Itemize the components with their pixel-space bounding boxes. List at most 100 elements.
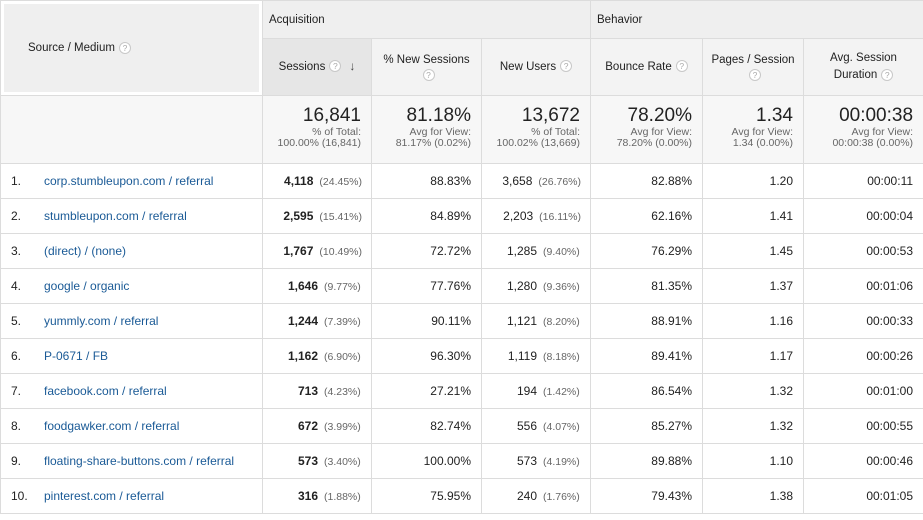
row-index: 1. (11, 174, 22, 188)
avg-duration-cell: 00:00:11 (802, 163, 923, 199)
pages-session-cell: 1.37 (702, 268, 804, 304)
pct-new-sessions-cell: 27.21% (371, 373, 482, 409)
avg-duration-cell: 00:00:26 (802, 338, 923, 374)
sessions-percent: (1.88%) (324, 491, 361, 503)
row-index: 4. (11, 279, 22, 293)
total-pct-new-caption: Avg for View: (409, 126, 471, 138)
bounce-rate-cell: 81.35% (590, 268, 703, 304)
avg-duration-cell: 00:01:05 (802, 478, 923, 514)
sessions-cell: 4,118 (24.45%) (262, 163, 372, 199)
pct-new-sessions-cell: 90.11% (371, 303, 482, 339)
new-users-cell: 556 (4.07%) (481, 408, 591, 444)
sessions-value: 713 (297, 384, 318, 398)
total-new-users-cell: 13,672 % of Total: 100.02% (13,669) (481, 95, 591, 164)
bounce-rate-cell: 76.29% (590, 233, 703, 269)
total-sessions-caption: % of Total: (312, 126, 361, 138)
help-icon[interactable]: ? (560, 60, 573, 73)
pct-new-sessions-cell: 100.00% (371, 443, 482, 479)
data-rows: 1. corp.stumbleupon.com / referral 4,118 (2… (0, 163, 923, 514)
pct-new-sessions-cell: 88.83% (371, 163, 482, 199)
source-medium-link[interactable]: yummly.com / referral (44, 314, 159, 328)
sessions-cell: 713 (4.23%) (262, 373, 372, 409)
total-pages-session-cell: 1.34 Avg for View: 1.34 (0.00%) (702, 95, 804, 164)
total-sessions-detail: 100.00% (16,841) (277, 137, 361, 149)
new-users-cell: 573 (4.19%) (481, 443, 591, 479)
table-row: 7. facebook.com / referral 713 (4.23%) 27.21… (0, 373, 923, 409)
source-medium-link[interactable]: google / organic (44, 279, 130, 293)
help-icon[interactable]: ? (422, 69, 435, 82)
sessions-cell: 316 (1.88%) (262, 478, 372, 514)
pages-session-column-header[interactable]: Pages / Session? (702, 38, 804, 96)
table-row: 1. corp.stumbleupon.com / referral 4,118 (2… (0, 163, 923, 199)
new-users-value: 1,285 (506, 244, 537, 258)
total-pct-new-cell: 81.18% Avg for View: 81.17% (0.02%) (371, 95, 482, 164)
sessions-percent: (10.49%) (319, 246, 362, 258)
source-medium-header[interactable]: Source / Medium? (0, 0, 263, 96)
avg-duration-cell: 00:00:55 (802, 408, 923, 444)
sessions-value: 4,118 (284, 174, 314, 188)
sessions-cell: 1,767 (10.49%) (262, 233, 372, 269)
help-icon[interactable]: ? (329, 60, 342, 73)
sessions-percent: (15.41%) (319, 211, 362, 223)
sessions-value: 573 (297, 454, 318, 468)
pages-session-cell: 1.20 (702, 163, 804, 199)
sort-descending-icon[interactable]: ↓ (349, 59, 356, 74)
pages-session-cell: 1.32 (702, 373, 804, 409)
source-medium-link[interactable]: floating-share-buttons.com / referral (44, 454, 235, 468)
pct-new-sessions-column-header[interactable]: % New Sessions? (371, 38, 482, 96)
source-medium-link[interactable]: pinterest.com / referral (44, 489, 165, 503)
avg-session-duration-column-header[interactable]: Avg. Session Duration? (802, 38, 923, 96)
new-users-percent: (8.20%) (543, 316, 580, 328)
total-pages-session-detail: 1.34 (0.00%) (732, 137, 793, 149)
help-icon[interactable]: ? (675, 60, 688, 73)
bounce-rate-cell: 88.91% (590, 303, 703, 339)
source-medium-link[interactable]: foodgawker.com / referral (44, 419, 180, 433)
new-users-cell: 1,280 (9.36%) (481, 268, 591, 304)
new-users-value: 1,119 (507, 349, 537, 363)
pages-session-header-label: Pages / Session (711, 54, 795, 67)
sessions-cell: 1,244 (7.39%) (262, 303, 372, 339)
bounce-rate-column-header[interactable]: Bounce Rate? (590, 38, 703, 96)
source-cell: 2. stumbleupon.com / referral (0, 198, 263, 234)
table-row: 5. yummly.com / referral 1,244 (7.39%) 90.11… (0, 303, 923, 339)
row-index: 7. (11, 384, 22, 398)
bounce-rate-cell: 89.41% (590, 338, 703, 374)
source-cell: 3. (direct) / (none) (0, 233, 263, 269)
source-cell: 6. P-0671 / FB (0, 338, 263, 374)
help-icon[interactable]: ? (118, 41, 131, 54)
bounce-rate-cell: 85.27% (590, 408, 703, 444)
row-index: 10. (11, 489, 28, 503)
avg-duration-cell: 00:00:46 (802, 443, 923, 479)
sessions-column-header[interactable]: Sessions? ↓ (262, 38, 372, 96)
new-users-column-header[interactable]: New Users? (481, 38, 591, 96)
pct-new-sessions-header-label: % New Sessions (383, 54, 470, 67)
new-users-cell: 1,121 (8.20%) (481, 303, 591, 339)
avg-duration-cell: 00:01:00 (802, 373, 923, 409)
new-users-cell: 1,285 (9.40%) (481, 233, 591, 269)
total-avg-duration-value: 00:00:38 (839, 105, 914, 126)
sessions-header-label: Sessions (278, 60, 326, 73)
sessions-percent: (3.99%) (324, 421, 361, 433)
pct-new-sessions-cell: 72.72% (371, 233, 482, 269)
sessions-cell: 672 (3.99%) (262, 408, 372, 444)
bounce-rate-cell: 82.88% (590, 163, 703, 199)
new-users-cell: 3,658 (26.76%) (481, 163, 591, 199)
source-medium-link[interactable]: (direct) / (none) (44, 244, 127, 258)
help-icon[interactable]: ? (749, 69, 761, 82)
source-cell: 9. floating-share-buttons.com / referral (0, 443, 263, 479)
total-bounce-rate-cell: 78.20% Avg for View: 78.20% (0.00%) (590, 95, 703, 164)
new-users-percent: (9.36%) (543, 281, 580, 293)
row-index: 8. (11, 419, 22, 433)
source-medium-link[interactable]: stumbleupon.com / referral (44, 209, 187, 223)
total-sessions-cell: 16,841 % of Total: 100.00% (16,841) (262, 95, 372, 164)
total-pct-new-detail: 81.17% (0.02%) (395, 137, 471, 149)
avg-duration-cell: 00:01:06 (802, 268, 923, 304)
source-medium-link[interactable]: P-0671 / FB (44, 349, 109, 363)
sessions-cell: 1,646 (9.77%) (262, 268, 372, 304)
source-cell: 4. google / organic (0, 268, 263, 304)
source-medium-link[interactable]: corp.stumbleupon.com / referral (44, 174, 214, 188)
source-medium-link[interactable]: facebook.com / referral (44, 384, 167, 398)
bounce-rate-cell: 89.88% (590, 443, 703, 479)
total-new-users-value: 13,672 (521, 105, 580, 126)
help-icon[interactable]: ? (881, 68, 894, 81)
